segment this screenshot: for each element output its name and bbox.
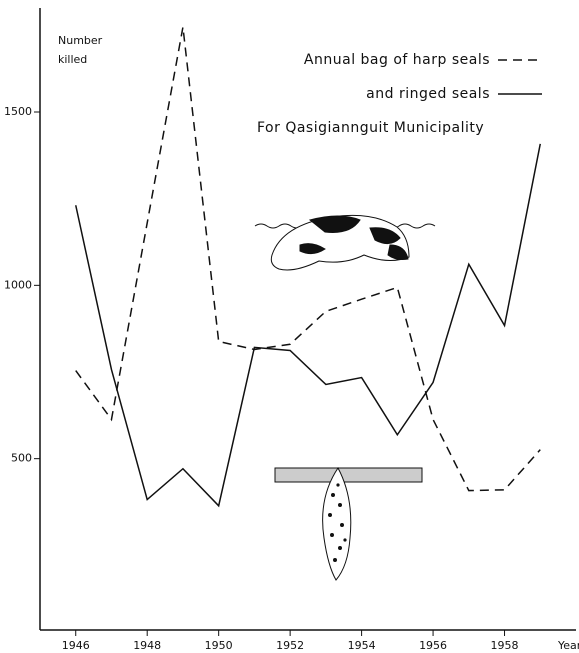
legend-label: Annual bag of harp seals bbox=[304, 52, 490, 68]
legend-label: and ringed seals bbox=[366, 86, 490, 102]
series-line bbox=[75, 143, 542, 508]
y-tick-label: 500 bbox=[11, 452, 32, 465]
ringed-seal-illustration bbox=[274, 467, 423, 581]
x-tick-label: 1954 bbox=[348, 639, 376, 652]
y-axis-label: killed bbox=[58, 53, 87, 66]
x-tick-label: 1950 bbox=[205, 639, 233, 652]
x-tick-label: 1948 bbox=[133, 639, 161, 652]
x-tick-label: 1946 bbox=[62, 639, 90, 652]
x-tick-label: 1956 bbox=[419, 639, 447, 652]
x-tick-label: 1958 bbox=[491, 639, 519, 652]
subtitle: For Qasigiannguit Municipality bbox=[257, 120, 484, 136]
y-tick-label: 1000 bbox=[4, 278, 32, 291]
y-axis-label: Number bbox=[58, 34, 103, 47]
harp-seal-illustration bbox=[254, 214, 436, 271]
x-tick-label: 1952 bbox=[276, 639, 304, 652]
x-axis-label: Year bbox=[557, 639, 579, 652]
y-tick-label: 1500 bbox=[4, 105, 32, 118]
series-line bbox=[75, 26, 541, 492]
